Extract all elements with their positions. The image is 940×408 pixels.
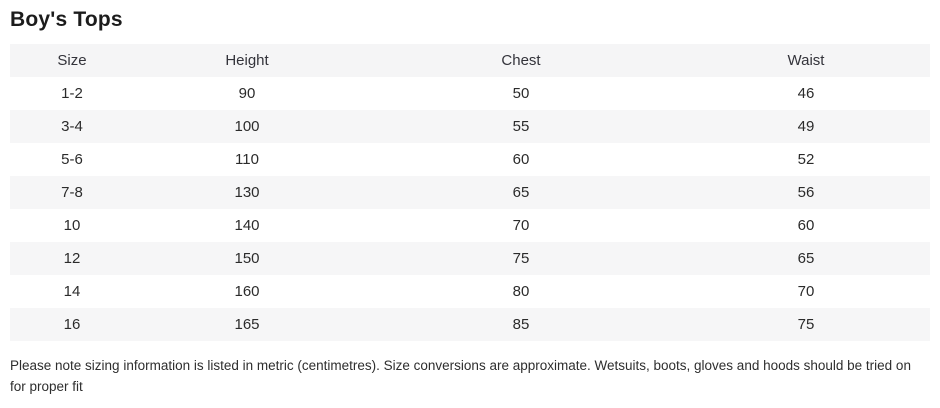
table-cell: 150 — [134, 242, 360, 275]
table-body: 1-2 90 50 46 3-4 100 55 49 5-6 110 60 52 7-8 130 65 56 1… — [10, 77, 930, 341]
table-header: Size Height Chest Waist — [10, 44, 930, 77]
sizing-footnote: Please note sizing information is listed… — [10, 358, 911, 394]
page-title: Boy's Tops — [10, 8, 123, 31]
table-cell: 75 — [682, 308, 930, 341]
table-cell: 60 — [682, 209, 930, 242]
table-cell: 60 — [360, 143, 682, 176]
table-cell: 1-2 — [10, 77, 134, 110]
table-cell: 110 — [134, 143, 360, 176]
table-cell: 130 — [134, 176, 360, 209]
table-cell: 5-6 — [10, 143, 134, 176]
table-cell: 14 — [10, 275, 134, 308]
table-cell: 49 — [682, 110, 930, 143]
table-cell: 50 — [360, 77, 682, 110]
column-header-height: Height — [134, 44, 360, 77]
table-cell: 75 — [360, 242, 682, 275]
table-row: 12 150 75 65 — [10, 242, 930, 275]
table-cell: 7-8 — [10, 176, 134, 209]
table-row: 14 160 80 70 — [10, 275, 930, 308]
table-cell: 90 — [134, 77, 360, 110]
table-row: 10 140 70 60 — [10, 209, 930, 242]
table-row: 1-2 90 50 46 — [10, 77, 930, 110]
table-cell: 52 — [682, 143, 930, 176]
table-cell: 10 — [10, 209, 134, 242]
column-header-waist: Waist — [682, 44, 930, 77]
size-chart-table: Size Height Chest Waist 1-2 90 50 46 3-4 100 55 49… — [10, 44, 930, 341]
column-header-chest: Chest — [360, 44, 682, 77]
table-cell: 56 — [682, 176, 930, 209]
table-cell: 100 — [134, 110, 360, 143]
table-cell: 65 — [682, 242, 930, 275]
table-row: 7-8 130 65 56 — [10, 176, 930, 209]
table-cell: 65 — [360, 176, 682, 209]
table-cell: 16 — [10, 308, 134, 341]
table-row: 3-4 100 55 49 — [10, 110, 930, 143]
table-cell: 70 — [682, 275, 930, 308]
table-cell: 140 — [134, 209, 360, 242]
column-header-size: Size — [10, 44, 134, 77]
table-cell: 85 — [360, 308, 682, 341]
table-cell: 80 — [360, 275, 682, 308]
table-header-row: Size Height Chest Waist — [10, 44, 930, 77]
table-cell: 3-4 — [10, 110, 134, 143]
table-cell: 12 — [10, 242, 134, 275]
table-cell: 160 — [134, 275, 360, 308]
table-cell: 70 — [360, 209, 682, 242]
table-cell: 46 — [682, 77, 930, 110]
table-row: 16 165 85 75 — [10, 308, 930, 341]
table-cell: 165 — [134, 308, 360, 341]
table-cell: 55 — [360, 110, 682, 143]
table-row: 5-6 110 60 52 — [10, 143, 930, 176]
